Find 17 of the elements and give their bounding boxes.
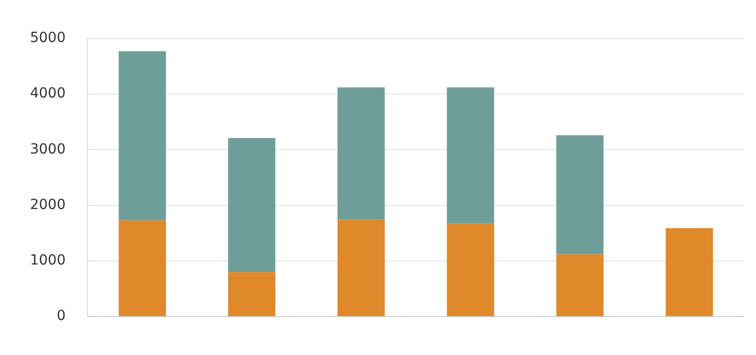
bar (666, 228, 713, 316)
y-tick-label: 3000 (30, 141, 66, 158)
y-tick-label: 1000 (30, 252, 66, 269)
y-tick-label: 0 (56, 308, 66, 324)
bar (446, 223, 494, 316)
bar (337, 87, 385, 220)
y-tick-label: 2000 (30, 196, 66, 213)
bar (446, 87, 494, 224)
bar (118, 51, 166, 220)
y-tick-label: 5000 (30, 30, 66, 46)
bar (228, 272, 276, 316)
bar (337, 220, 385, 316)
bar (556, 254, 604, 316)
bar (556, 135, 604, 254)
y-tick-label: 4000 (30, 86, 66, 102)
bar (228, 138, 276, 272)
bar (118, 220, 166, 316)
